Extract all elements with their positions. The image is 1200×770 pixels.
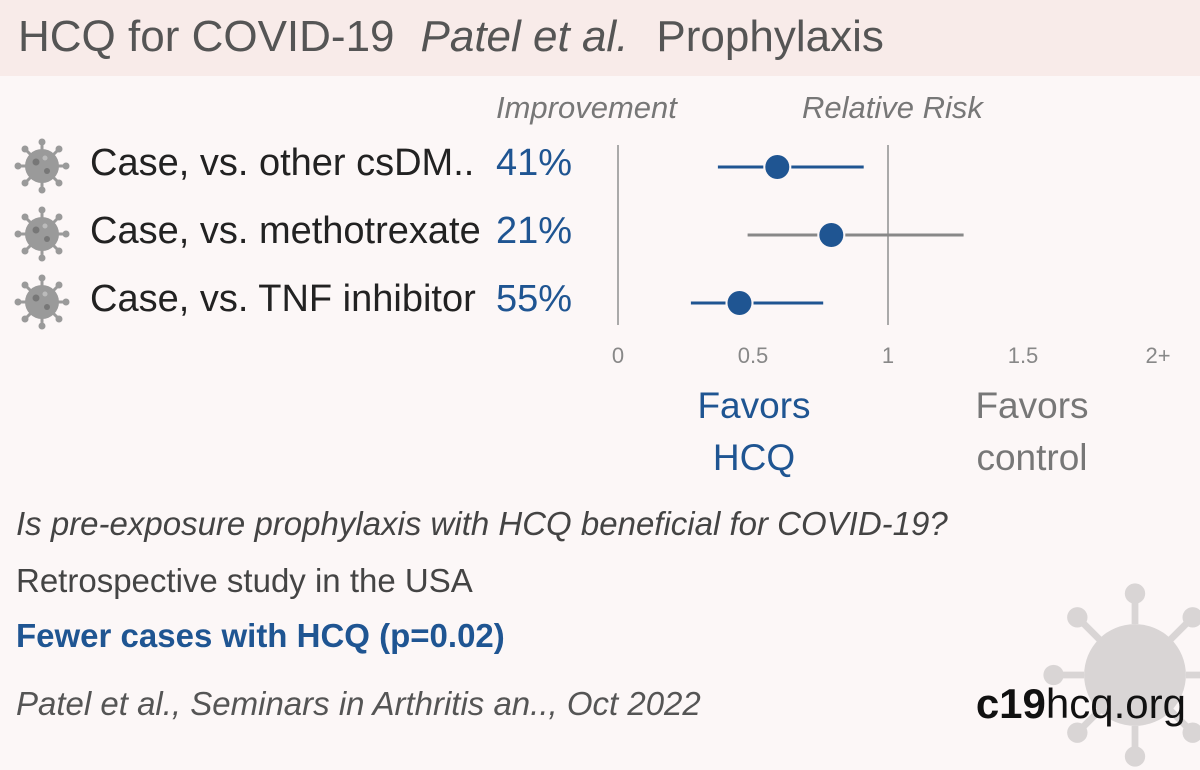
favors-hcq-line1: Favors (697, 380, 810, 432)
point-estimate (819, 223, 843, 247)
x-tick-label: 0.5 (738, 343, 769, 369)
brand-rest: hcq.org (1046, 680, 1186, 727)
favors-hcq-line2: HCQ (697, 432, 810, 484)
x-tick-label: 0 (612, 343, 624, 369)
x-tick-label: 1.5 (1008, 343, 1039, 369)
x-tick-label: 2+ (1145, 343, 1170, 369)
virus-icon (1040, 580, 1200, 770)
study-design: Retrospective study in the USA (16, 562, 473, 600)
favors-hcq-label: Favors HCQ (697, 380, 810, 484)
favors-control-line1: Favors (975, 380, 1088, 432)
favors-control-label: Favors control (975, 380, 1088, 484)
study-conclusion: Fewer cases with HCQ (p=0.02) (16, 617, 505, 655)
point-estimate (728, 291, 752, 315)
study-question: Is pre-exposure prophylaxis with HCQ ben… (16, 505, 948, 543)
brand-logo[interactable]: c19hcq.org (976, 680, 1186, 728)
brand-bold: c19 (976, 680, 1046, 727)
x-tick-label: 1 (882, 343, 894, 369)
favors-control-line2: control (975, 432, 1088, 484)
point-estimate (765, 155, 789, 179)
study-citation: Patel et al., Seminars in Arthritis an..… (16, 685, 701, 723)
